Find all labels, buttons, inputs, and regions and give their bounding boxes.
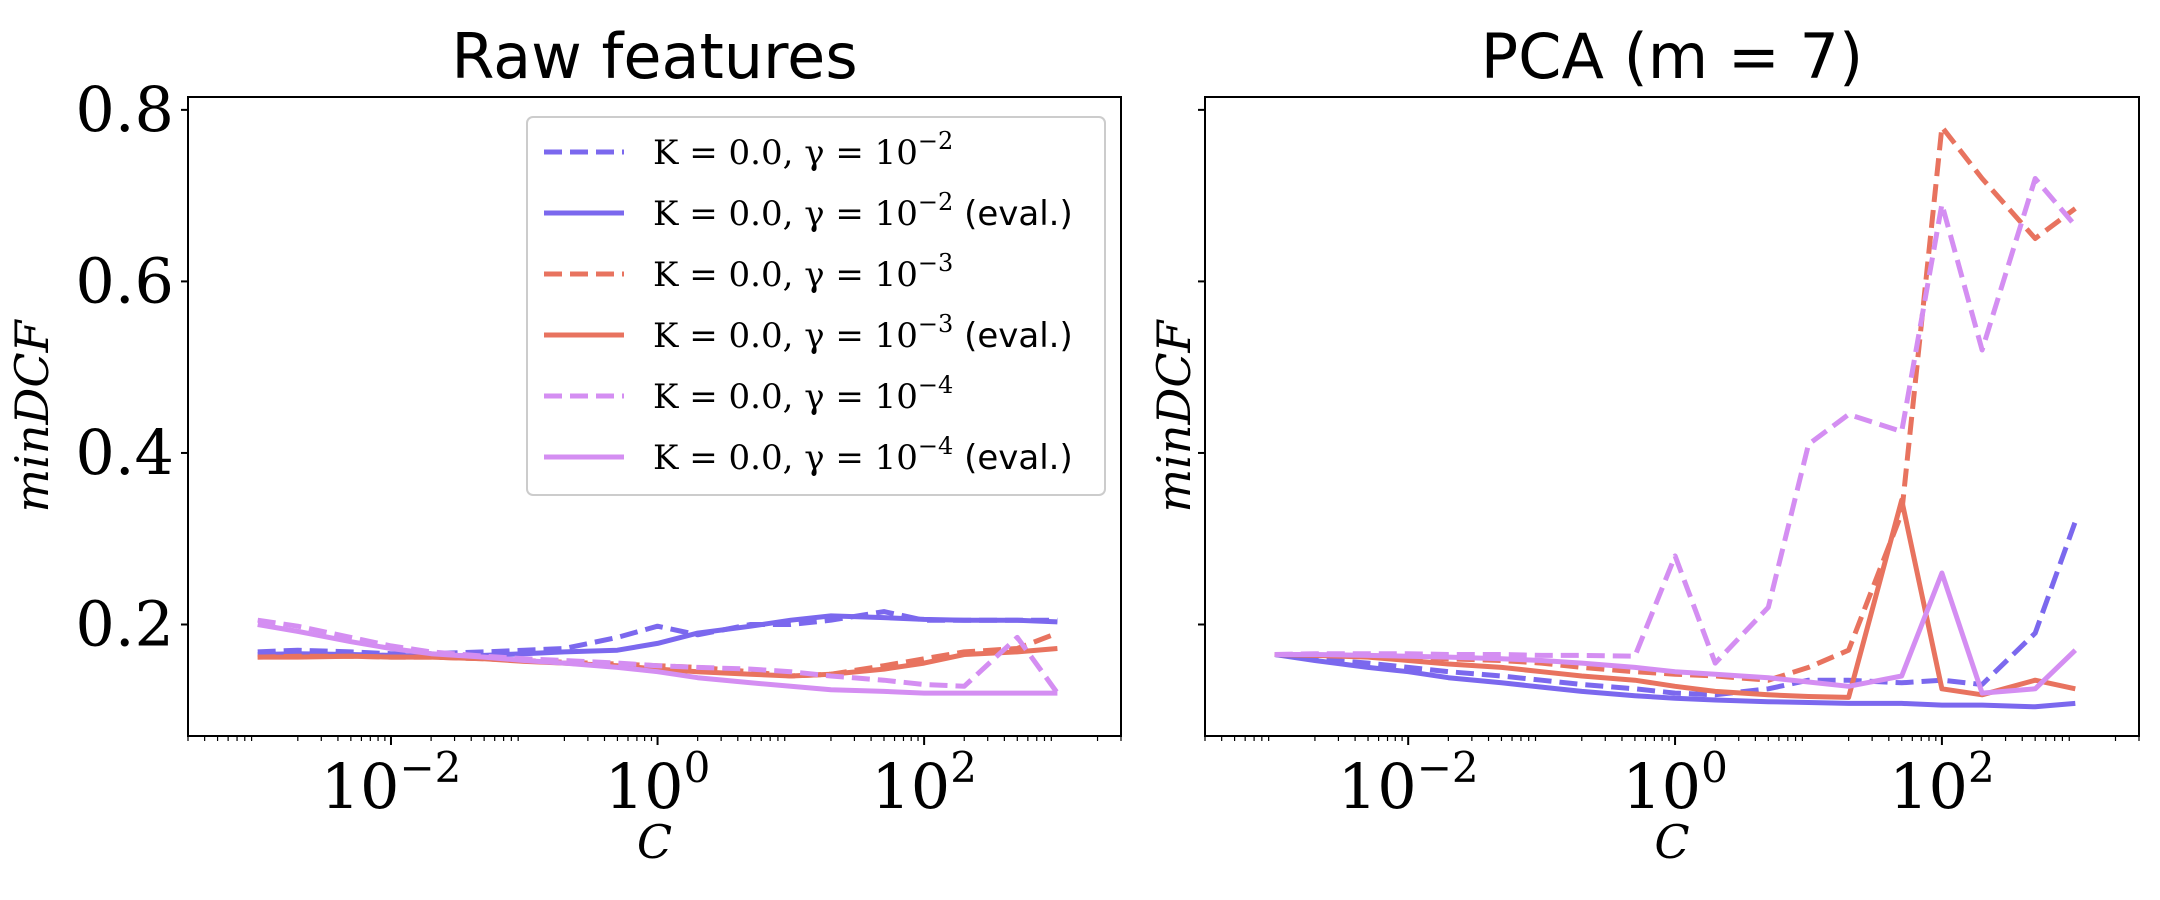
series-line-3 (1274, 497, 2076, 700)
legend-entry: K = 0.0, γ = 10−3 (eval.) (653, 310, 1073, 356)
plot-frame (1204, 96, 2140, 737)
y-tick-label: 0.6 (75, 244, 174, 317)
legend-entry: K = 0.0, γ = 10−4 (653, 371, 953, 417)
series-group (1274, 124, 2078, 710)
series-line-0 (1274, 520, 2078, 698)
panel-raw-features: Raw features 0.2 0.4 0.6 0.8 10−2 100 102 CminDC… (5, 20, 1122, 869)
y-tick-label: 0.8 (75, 73, 174, 146)
y-axis-label: minDCF (1147, 318, 1201, 512)
series-line-5 (257, 622, 1058, 696)
series-line-2 (1274, 124, 2077, 683)
legend-box (526, 116, 1106, 496)
series-line-5 (1274, 570, 2078, 696)
series-group (257, 609, 1060, 696)
x-tick-label: 10−2 (1338, 743, 1479, 823)
legend-entry: K = 0.0, γ = 10−3 (653, 249, 953, 295)
legend-entry: K = 0.0, γ = 10−2 (eval.) (653, 188, 1073, 234)
x-tick-label: 100 (605, 743, 711, 823)
series-line-3 (257, 646, 1058, 679)
series-line-4 (1274, 176, 2078, 666)
legend-entry: K = 0.0, γ = 10−2 (653, 127, 953, 173)
legend: K = 0.0, γ = 10−2 K = 0.0, γ = 10−2 (eval… (526, 116, 1106, 496)
y-axis-label: minDCF (5, 318, 59, 512)
y-tick-label: 0.2 (75, 587, 174, 660)
chart-title: PCA (m = 7) (1481, 20, 1863, 93)
x-axis-label: C (637, 815, 672, 869)
x-tick-label: 100 (1622, 743, 1728, 823)
series-line-1 (257, 613, 1058, 659)
x-tick-label: 102 (1889, 743, 1995, 823)
chart-title: Raw features (451, 20, 857, 93)
legend-entry: K = 0.0, γ = 10−4 (eval.) (653, 432, 1073, 478)
series-line-1 (1274, 652, 2076, 710)
series-line-4 (257, 617, 1060, 695)
plot-frame (187, 96, 1122, 737)
x-tick-label: 10−2 (321, 743, 462, 823)
x-tick-label: 102 (871, 743, 977, 823)
x-axis-label: C (1654, 815, 1689, 869)
y-tick-label: 0.4 (75, 416, 174, 489)
